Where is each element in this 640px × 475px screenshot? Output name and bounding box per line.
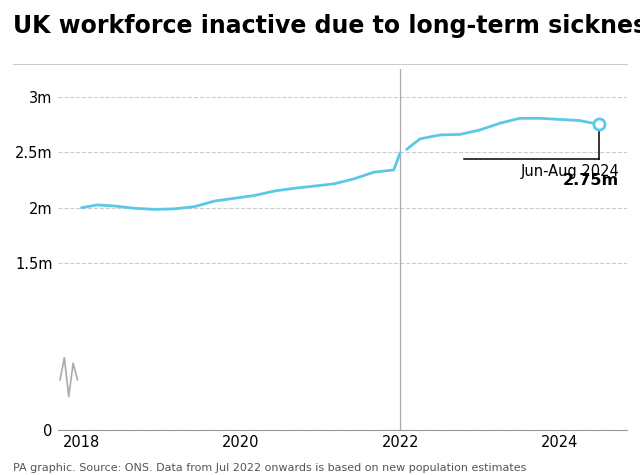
Text: UK workforce inactive due to long-term sickness: UK workforce inactive due to long-term s…: [13, 14, 640, 38]
Text: Jun-Aug 2024: Jun-Aug 2024: [520, 164, 620, 180]
Text: 2.75m: 2.75m: [563, 173, 620, 188]
Text: PA graphic. Source: ONS. Data from Jul 2022 onwards is based on new population e: PA graphic. Source: ONS. Data from Jul 2…: [13, 463, 526, 473]
